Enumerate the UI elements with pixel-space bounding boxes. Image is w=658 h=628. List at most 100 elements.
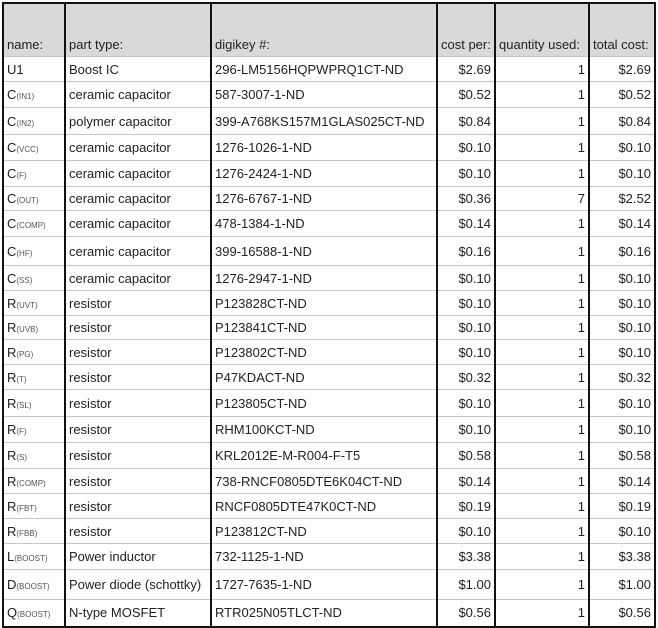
part-subscript: (S) — [16, 453, 28, 462]
table-row: R(FBB) resistor P123812CT-ND $0.10 1 $0.10 — [2, 518, 656, 544]
cell-name: R(S) — [2, 442, 66, 469]
cell-cost-per: $0.10 — [436, 315, 496, 340]
cell-cost-per: $0.14 — [436, 468, 496, 494]
part-subscript: (HF) — [16, 248, 33, 258]
cell-digikey: 296-LM5156HQPWPRQ1CT-ND — [210, 56, 438, 82]
table-row: C(COMP) ceramic capacitor 478-1384-1-ND $0.… — [2, 210, 656, 237]
part-name: U1 — [7, 61, 24, 77]
cell-total-cost: $0.10 — [588, 416, 656, 443]
part-subscript: (UVB) — [16, 325, 39, 334]
table-row: C(SS) ceramic capacitor 1276-2947-1-ND $0.1… — [2, 265, 656, 291]
cell-total-cost: $0.32 — [588, 364, 656, 390]
cell-name: R(FBB) — [2, 518, 66, 544]
cell-part-type: polymer capacitor — [64, 107, 212, 135]
cell-total-cost: $0.52 — [588, 81, 656, 108]
cell-total-cost: $0.56 — [588, 599, 656, 628]
part-name: D — [7, 577, 17, 592]
part-name: R — [7, 295, 17, 311]
cell-quantity: 7 — [494, 186, 590, 211]
part-name: R — [7, 523, 17, 539]
cell-cost-per: $3.38 — [436, 543, 496, 570]
part-name: R — [7, 473, 17, 489]
cell-quantity: 1 — [494, 493, 590, 519]
table-row: C(F) ceramic capacitor 1276-2424-1-ND $0.10… — [2, 160, 656, 187]
table-row: R(PG) resistor P123802CT-ND $0.10 1 $0.10 — [2, 339, 656, 365]
cell-quantity: 1 — [494, 599, 590, 628]
part-subscript: (SS) — [16, 275, 33, 285]
cell-digikey: 1727-7635-1-ND — [210, 569, 438, 600]
header-total-cost: total cost: — [588, 2, 656, 57]
cell-total-cost: $2.52 — [588, 186, 656, 211]
cell-name: R(SL) — [2, 389, 66, 417]
cell-name: C(SS) — [2, 265, 66, 291]
cell-digikey: 732-1125-1-ND — [210, 543, 438, 570]
cell-part-type: ceramic capacitor — [64, 236, 212, 266]
cell-digikey: RTR025N05TLCT-ND — [210, 599, 438, 628]
table-row: R(UVT) resistor P123828CT-ND $0.10 1 $0.10 — [2, 290, 656, 316]
cell-part-type: resistor — [64, 518, 212, 544]
part-name: R — [7, 369, 17, 385]
cell-cost-per: $0.16 — [436, 236, 496, 266]
cell-part-type: resistor — [64, 290, 212, 316]
cell-part-type: ceramic capacitor — [64, 160, 212, 187]
cell-cost-per: $2.69 — [436, 56, 496, 82]
part-subscript: (T) — [16, 374, 27, 384]
cell-cost-per: $0.32 — [436, 364, 496, 390]
cell-total-cost: $0.16 — [588, 236, 656, 266]
table-row: C(VCC) ceramic capacitor 1276-1026-1-ND $0.… — [2, 134, 656, 161]
cell-name: U1 — [2, 56, 66, 82]
cell-name: R(F) — [2, 416, 66, 443]
cell-total-cost: $0.84 — [588, 107, 656, 135]
cell-name: C(IN2) — [2, 107, 66, 135]
cell-quantity: 1 — [494, 364, 590, 390]
table-row: R(SL) resistor P123805CT-ND $0.10 1 $0.10 — [2, 389, 656, 417]
part-name: C — [7, 166, 17, 181]
part-name: C — [7, 191, 17, 206]
cell-cost-per: $0.19 — [436, 493, 496, 519]
cell-cost-per: $0.10 — [436, 265, 496, 291]
cell-quantity: 1 — [494, 518, 590, 544]
part-name: C — [7, 270, 17, 286]
table-row: C(OUT) ceramic capacitor 1276-6767-1-ND $0.… — [2, 186, 656, 211]
cell-cost-per: $0.36 — [436, 186, 496, 211]
cell-digikey: 1276-2947-1-ND — [210, 265, 438, 291]
cell-cost-per: $0.10 — [436, 416, 496, 443]
cell-digikey: RNCF0805DTE47K0CT-ND — [210, 493, 438, 519]
cell-name: R(COMP) — [2, 468, 66, 494]
cell-total-cost: $0.10 — [588, 290, 656, 316]
cell-name: R(T) — [2, 364, 66, 390]
cell-part-type: resistor — [64, 442, 212, 469]
part-subscript: (BOOST) — [14, 554, 48, 563]
cell-name: R(UVB) — [2, 315, 66, 340]
cell-digikey: 1276-1026-1-ND — [210, 134, 438, 161]
part-subscript: (BOOST) — [17, 610, 51, 620]
cell-name: C(IN1) — [2, 81, 66, 108]
cell-digikey: 587-3007-1-ND — [210, 81, 438, 108]
cell-part-type: ceramic capacitor — [64, 81, 212, 108]
part-name: C — [7, 243, 17, 259]
cell-quantity: 1 — [494, 134, 590, 161]
cell-name: D(BOOST) — [2, 569, 66, 600]
cell-total-cost: $0.10 — [588, 134, 656, 161]
cell-digikey: KRL2012E-M-R004-F-T5 — [210, 442, 438, 469]
part-name: R — [7, 395, 17, 411]
cell-digikey: P123805CT-ND — [210, 389, 438, 417]
cell-quantity: 1 — [494, 265, 590, 291]
cell-cost-per: $0.10 — [436, 339, 496, 365]
cell-part-type: resistor — [64, 364, 212, 390]
cell-cost-per: $0.10 — [436, 160, 496, 187]
cell-quantity: 1 — [494, 236, 590, 266]
cell-part-type: Boost IC — [64, 56, 212, 82]
part-subscript: (COMP) — [16, 478, 46, 488]
header-name: name: — [2, 2, 66, 57]
cell-digikey: P47KDACT-ND — [210, 364, 438, 390]
cell-digikey: 399-A768KS157M1GLAS025CT-ND — [210, 107, 438, 135]
part-name: C — [7, 140, 17, 155]
header-row: name: part type: digikey #: cost per: qu… — [2, 2, 656, 57]
cell-total-cost: $0.19 — [588, 493, 656, 519]
part-name: R — [7, 422, 17, 437]
cell-cost-per: $0.52 — [436, 81, 496, 108]
cell-total-cost: $0.58 — [588, 442, 656, 469]
table-row: C(HF) ceramic capacitor 399-16588-1-ND $0.1… — [2, 236, 656, 266]
